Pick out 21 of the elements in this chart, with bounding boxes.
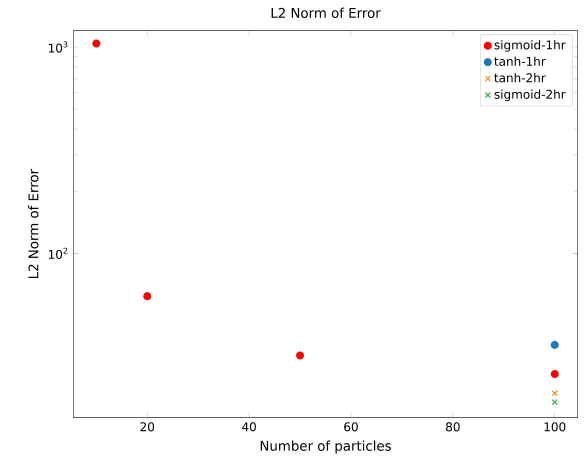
legend-label: sigmoid-2hr: [494, 89, 566, 102]
x-axis-title: Number of particles: [260, 440, 391, 454]
point: [550, 340, 559, 349]
chart-title: L2 Norm of Error: [272, 8, 381, 18]
y-axis-title: L2 Norm of Error: [28, 168, 38, 278]
x-tick-label: 20: [140, 422, 154, 432]
point: [550, 370, 559, 378]
point: [143, 292, 152, 300]
legend-label: sigmoid-1hr: [494, 40, 566, 52]
legend-label: tanh-2hr: [494, 72, 546, 82]
point: [92, 39, 100, 48]
point: [552, 399, 558, 406]
point: [552, 390, 558, 396]
legend-label: tanh-1hr: [494, 56, 546, 66]
point: [296, 351, 304, 360]
x-tick-label: 80: [446, 422, 460, 432]
x-tick-label: 60: [344, 422, 358, 432]
y-tick-label: 10$^{2}$: [48, 248, 68, 259]
x-tick-label: 100: [544, 422, 566, 432]
y-tick-label: 10$^{3}$: [48, 41, 68, 52]
x-tick-label: 40: [242, 422, 256, 432]
